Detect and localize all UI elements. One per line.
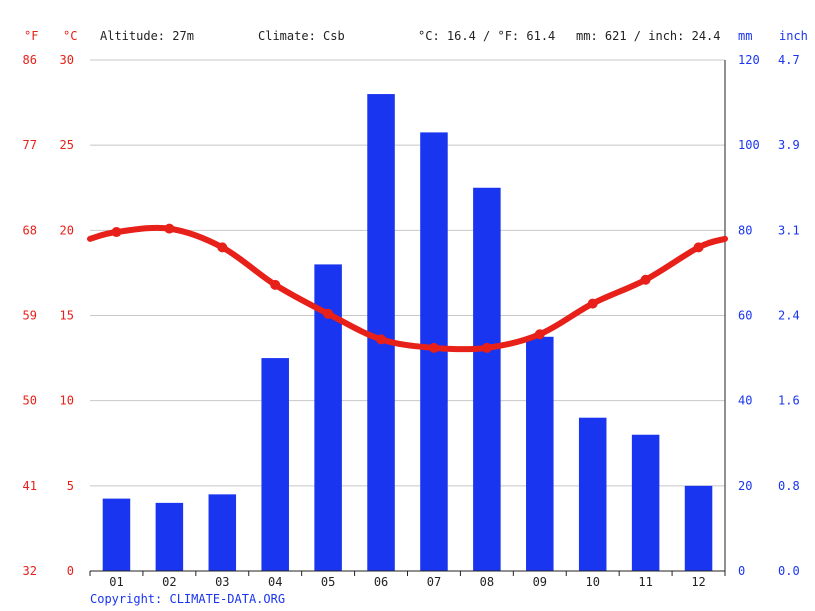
- precip-bar-11: [631, 434, 660, 571]
- temperature-line: [87, 223, 728, 353]
- precip-bar-03: [208, 494, 237, 571]
- celsius-tick-5: 25: [60, 138, 74, 152]
- celsius-tick-2: 10: [60, 394, 74, 408]
- precip-bar-04: [261, 358, 289, 571]
- unit-mm-label: mm: [738, 29, 752, 43]
- fahrenheit-tick-4: 68: [23, 223, 37, 237]
- temp-point-05: [323, 308, 334, 319]
- inch-tick-5: 3.9: [778, 138, 800, 152]
- precip-bar-06: [367, 94, 395, 572]
- climate-label: Climate: Csb: [258, 29, 345, 43]
- celsius-tick-4: 20: [60, 223, 74, 237]
- month-label-07: 07: [427, 575, 441, 589]
- unit-f-label: °F: [24, 29, 38, 43]
- inch-tick-4: 3.1: [778, 223, 800, 237]
- month-label-10: 10: [585, 575, 599, 589]
- x-axis: 01 02 03 04 05 06 07 08 09 10 11 12: [89, 60, 726, 589]
- inch-tick-0: 0.0: [778, 564, 800, 578]
- month-label-02: 02: [162, 575, 176, 589]
- unit-inch-label: inch: [779, 29, 808, 43]
- month-label-09: 09: [533, 575, 547, 589]
- month-label-05: 05: [321, 575, 335, 589]
- inch-tick-2: 1.6: [778, 394, 800, 408]
- altitude-label: Altitude: 27m: [100, 29, 194, 43]
- celsius-tick-0: 0: [67, 564, 74, 578]
- precip-bar-12: [684, 485, 713, 571]
- copyright-text: Copyright: CLIMATE-DATA.ORG: [90, 592, 286, 606]
- mm-tick-5: 100: [738, 138, 760, 152]
- month-label-06: 06: [374, 575, 388, 589]
- temp-point-03: [217, 242, 228, 253]
- fahrenheit-tick-6: 86: [23, 53, 37, 67]
- temp-point-10: [587, 298, 598, 309]
- mm-tick-6: 120: [738, 53, 760, 67]
- precip-bar-09: [526, 336, 554, 571]
- temp-point-04: [270, 279, 281, 290]
- fahrenheit-tick-3: 59: [23, 309, 37, 323]
- temp-point-09: [534, 329, 545, 340]
- month-label-12: 12: [691, 575, 705, 589]
- temp-point-06: [376, 334, 387, 345]
- temp-average-label: °C: 16.4 / °F: 61.4: [418, 29, 555, 43]
- fahrenheit-tick-0: 32: [23, 564, 37, 578]
- precipitation-bars: [102, 94, 713, 572]
- celsius-tick-1: 5: [67, 479, 74, 493]
- celsius-tick-3: 15: [60, 309, 74, 323]
- temp-point-02: [164, 223, 175, 234]
- axis-labels: 32 0 0 0.0 41 5 20 0.8 50 10 40 1.6 59 15 60 2.4 68 20 80 3…: [23, 53, 800, 578]
- celsius-tick-6: 30: [60, 53, 74, 67]
- temperature-curve: [87, 224, 728, 353]
- precip-total-label: mm: 621 / inch: 24.4: [576, 29, 721, 43]
- month-label-03: 03: [215, 575, 229, 589]
- mm-tick-1: 20: [738, 479, 752, 493]
- month-label-11: 11: [638, 575, 652, 589]
- mm-tick-0: 0: [738, 564, 745, 578]
- temp-point-08: [481, 342, 492, 353]
- gridlines: [90, 59, 725, 487]
- temp-point-07: [428, 342, 439, 353]
- fahrenheit-tick-2: 50: [23, 394, 37, 408]
- precip-bar-02: [155, 502, 184, 571]
- inch-tick-1: 0.8: [778, 479, 800, 493]
- month-label-08: 08: [480, 575, 494, 589]
- fahrenheit-tick-5: 77: [23, 138, 37, 152]
- inch-tick-3: 2.4: [778, 309, 800, 323]
- temp-point-01: [111, 227, 122, 238]
- mm-tick-2: 40: [738, 394, 752, 408]
- unit-c-label: °C: [63, 29, 77, 43]
- month-label-01: 01: [109, 575, 123, 589]
- month-label-04: 04: [268, 575, 282, 589]
- temp-point-12: [693, 242, 704, 253]
- fahrenheit-tick-1: 41: [23, 479, 37, 493]
- mm-tick-3: 60: [738, 309, 752, 323]
- mm-tick-4: 80: [738, 223, 752, 237]
- inch-tick-6: 4.7: [778, 53, 800, 67]
- precip-bar-01: [102, 498, 131, 571]
- temp-point-11: [640, 274, 651, 285]
- precip-bar-08: [473, 187, 501, 571]
- precip-bar-10: [578, 417, 607, 571]
